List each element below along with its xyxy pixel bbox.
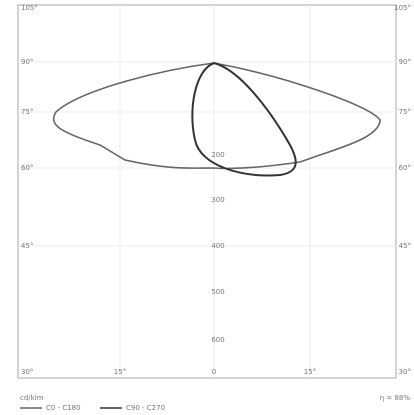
legend-entry: C0 - C180 <box>46 404 81 412</box>
right-label: 105° <box>394 4 411 12</box>
center-label: 300 <box>211 196 224 204</box>
left-label: 45° <box>21 242 33 250</box>
unit: cd/klm <box>20 394 44 402</box>
bottom-label: 15° <box>304 368 316 376</box>
center-label: 400 <box>211 242 224 250</box>
left-label: 30° <box>21 368 33 376</box>
curve-c0-c180 <box>52 62 381 170</box>
bottom-label: 0 <box>212 368 216 376</box>
left-label: 90° <box>21 58 33 66</box>
labels: 105° 90° 75° 60° 45° 30° 105° 90° 75° 60° 45° 30° 15… <box>21 4 411 376</box>
curve-c90-c270 <box>191 61 297 177</box>
right-label: 60° <box>399 164 411 172</box>
efficiency: η = 88% <box>380 394 411 402</box>
center-label: 500 <box>211 288 224 296</box>
center-label: 200 <box>211 151 224 159</box>
center-label: 600 <box>211 336 224 344</box>
frame <box>17 4 397 379</box>
right-label: 90° <box>399 58 411 66</box>
bottom-label: 15° <box>114 368 126 376</box>
left-label: 105° <box>21 4 38 12</box>
right-label: 45° <box>399 242 411 250</box>
grid <box>18 5 396 378</box>
legend-entry: C90 - C270 <box>126 404 165 412</box>
right-label: 30° <box>399 368 411 376</box>
right-label: 75° <box>399 108 411 116</box>
left-label: 75° <box>21 108 33 116</box>
left-label: 60° <box>21 164 33 172</box>
